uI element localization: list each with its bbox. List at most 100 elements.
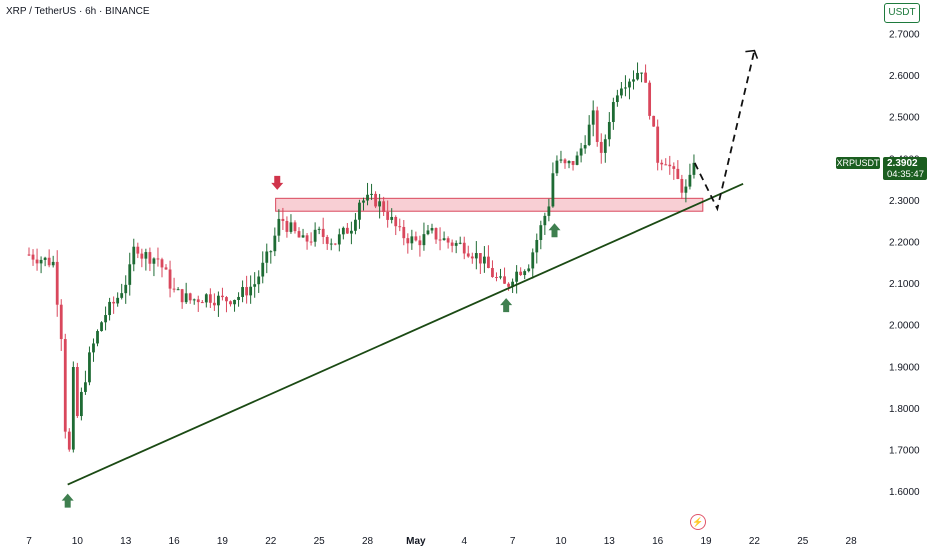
candle-body [458,242,462,244]
candle-body [27,254,31,256]
candle-body [442,238,446,241]
candle-body [466,253,470,257]
candle-body [233,299,236,305]
candle-body [640,72,643,74]
candle-body [192,299,196,301]
x-tick-label: 13 [120,536,132,547]
y-tick-label: 2.5000 [889,113,920,124]
support-trendline [67,182,744,486]
candle-body [241,287,244,297]
candle-body [507,283,510,287]
candle-body [84,382,87,392]
candle-body [692,162,696,175]
candle-body [325,236,329,244]
y-tick-label: 2.0000 [889,321,920,332]
y-tick-label: 1.8000 [889,404,920,415]
bar-countdown: 04:35:47 [887,169,924,180]
candle-body [285,220,289,232]
last-price-value: 2.3902 [887,158,918,169]
candle-body [402,226,406,239]
y-tick-label: 2.2000 [889,238,920,249]
x-tick-label: 22 [749,536,761,547]
candle-body [35,259,39,264]
candle-body [527,268,531,272]
candle-body [196,299,200,303]
candle-body [221,295,224,298]
candle-body [293,222,297,232]
x-tick-label: 28 [846,536,858,547]
y-tick-label: 1.7000 [889,446,920,457]
candle-body [632,79,635,82]
symbol-title: XRP / TetherUS · 6h · BINANCE [6,6,150,17]
candle-body [229,301,232,305]
candle-body [67,431,71,450]
candle-body [128,264,132,285]
x-tick-label: 25 [314,536,326,547]
candle-body [249,286,253,296]
candle-body [547,206,551,216]
candle-body [152,258,156,264]
candle-body [615,95,619,103]
projection-path [693,50,756,212]
candle-body [390,216,394,220]
candle-body [499,276,502,278]
candle-body [482,256,486,264]
candle-body [160,259,164,268]
arrow-down-icon [271,175,284,190]
candle-body [124,284,128,294]
arrow-up-icon [500,298,513,313]
candle-body [583,145,587,149]
x-tick-label: 13 [604,536,616,547]
candle-body [217,295,220,306]
candle-body [225,297,228,302]
currency-button[interactable]: USDT [884,3,920,23]
candle-body [237,296,240,300]
candle-body [628,81,631,88]
candle-body [591,110,595,125]
candle-body [132,246,136,265]
candle-body [172,288,176,290]
y-tick-label: 2.3000 [889,196,920,207]
candle-body [551,173,555,207]
candle-body [470,256,474,259]
candle-body [358,202,361,220]
candle-body [337,234,341,245]
candle-body [269,251,273,253]
candle-body [71,367,75,450]
candle-body [382,201,386,212]
candle-body [47,257,51,266]
candle-body [426,230,430,235]
x-tick-label: May [406,536,426,547]
candle-body [672,166,676,169]
candle-body [297,231,301,238]
x-tick-label: 7 [26,536,32,547]
bolt-icon[interactable]: ⚡ [690,514,706,530]
candle-body [55,261,59,305]
candle-body [100,322,103,332]
y-tick-label: 1.6000 [889,487,920,498]
candle-body [624,87,627,89]
candle-body [539,225,543,240]
candle-body [120,293,124,298]
candle-body [567,160,571,164]
candle-body [555,160,559,174]
candle-body [366,194,369,201]
arrow-up-icon [61,493,74,508]
candle-body [31,254,35,260]
candle-body [511,281,514,287]
candle-body [398,226,402,228]
candle-body [354,219,357,231]
candle-body [394,216,398,227]
candle-body [587,124,591,146]
candle-body [680,178,684,193]
candle-body [350,230,353,234]
candle-body [253,284,257,287]
candle-body [487,256,490,269]
candle-body [168,269,172,289]
candle-body [200,302,204,304]
candle-body [204,294,208,303]
x-tick-label: 28 [362,536,374,547]
candle-body [289,222,293,232]
